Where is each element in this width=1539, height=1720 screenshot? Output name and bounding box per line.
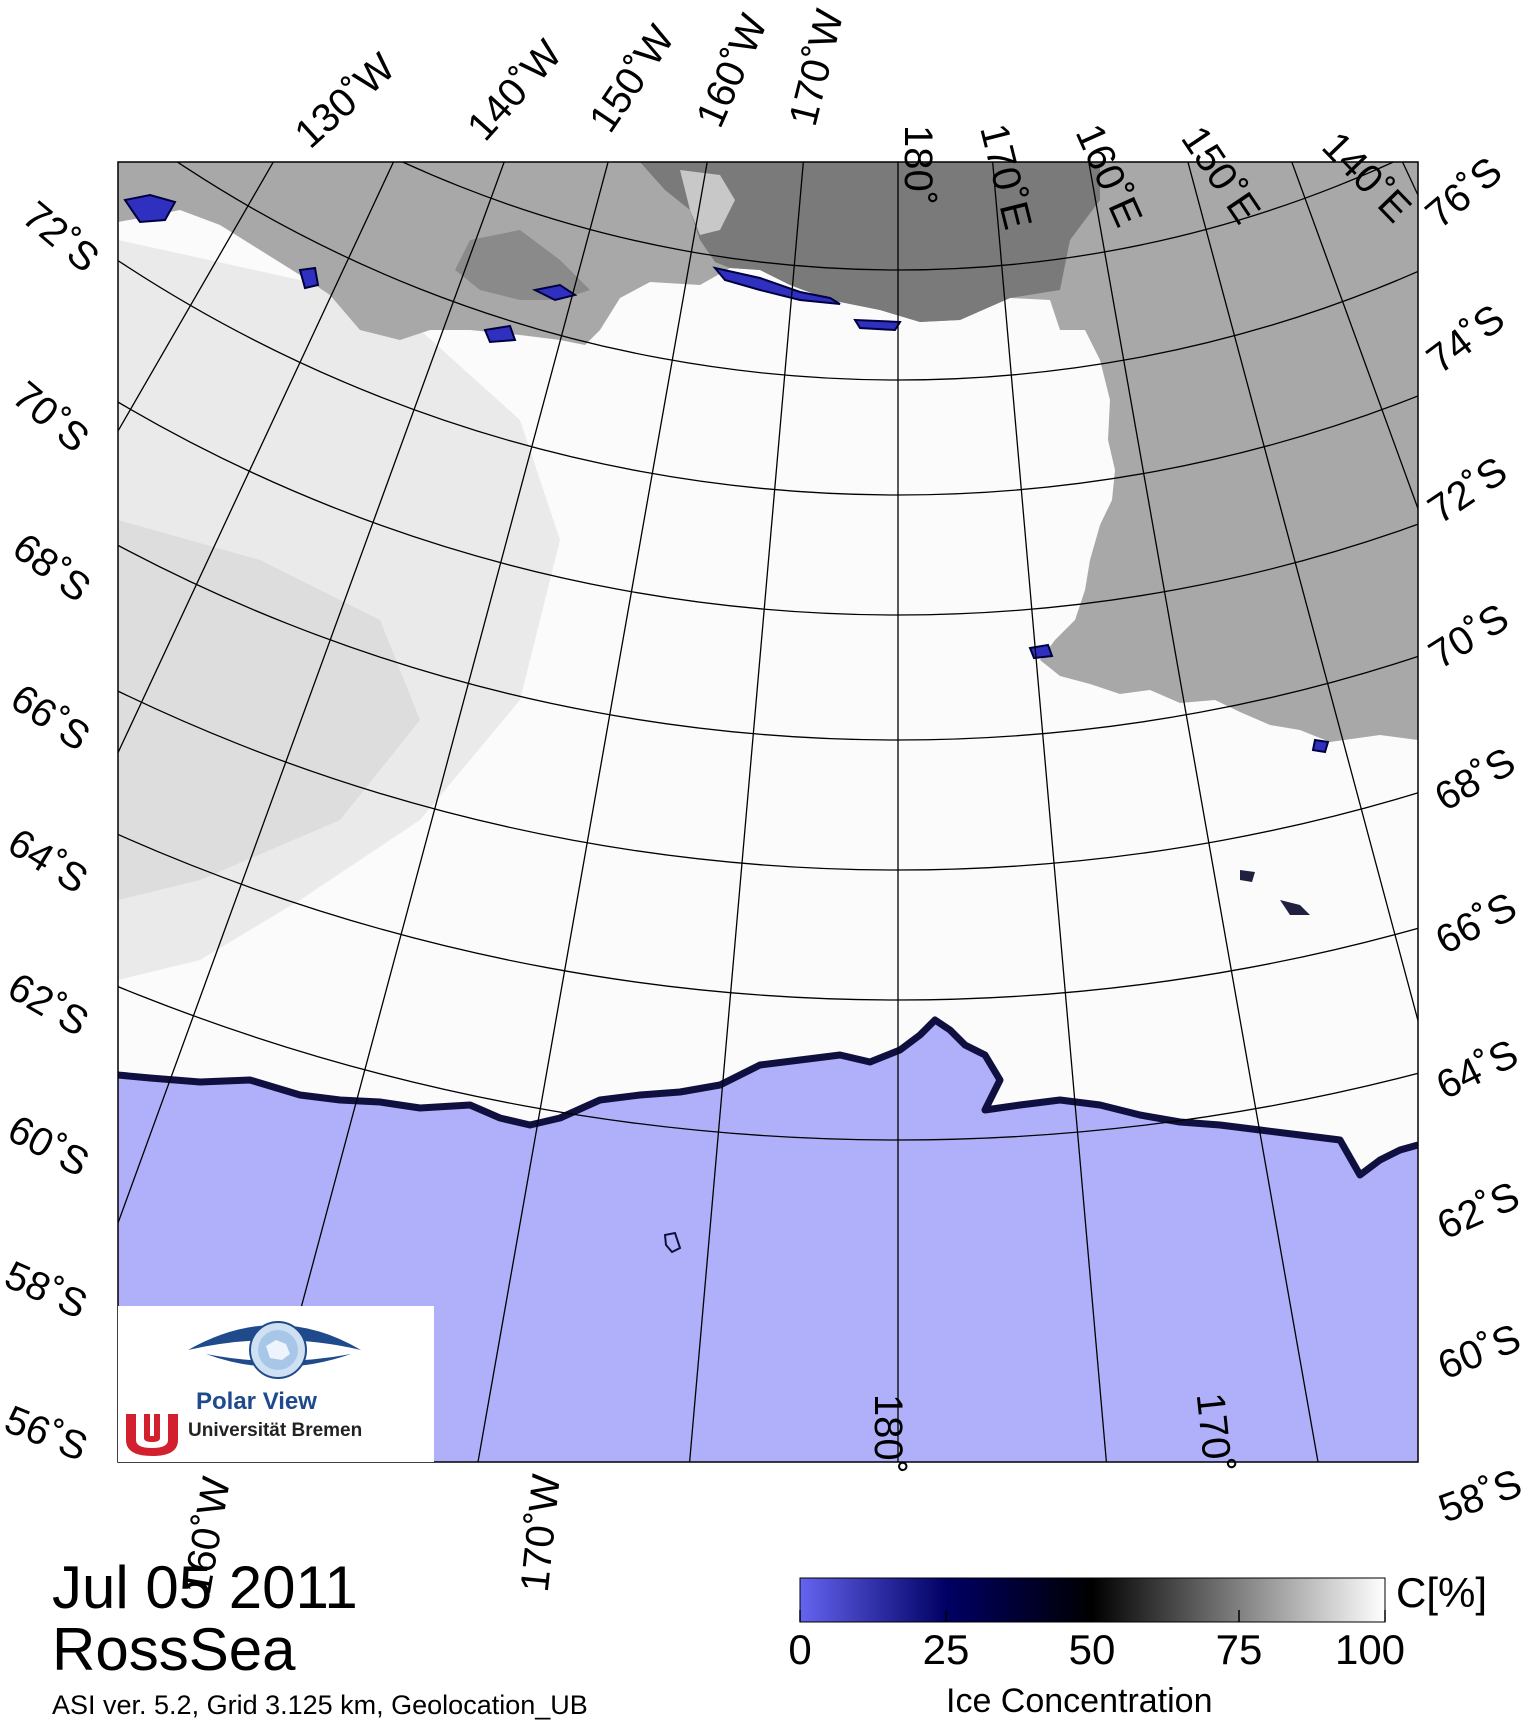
graticule-label: 130˚W [287,45,404,157]
graticule-label: 68˚S [5,525,99,611]
meridian-line [1088,162,1319,1462]
meridian-line [1291,162,1418,511]
graticule-label: 64˚S [0,820,95,902]
graticule-label: 74˚S [1419,296,1513,382]
graticule-label: 60˚S [1,1107,96,1186]
colorbar-tick-label: 75 [1215,1626,1263,1673]
graticule-label: 70˚S [1421,596,1516,678]
coastal-polynya [1028,643,1054,660]
graticule-label: 58˚S [0,1253,93,1328]
logo-subtitle: Universität Bremen [188,1420,363,1441]
graticule-label: 72˚S [1420,449,1515,533]
graticule [118,162,1418,1462]
graticule-label: 170˚W [513,1472,569,1594]
antarctica-land [118,162,1418,742]
colorbar-tick-label: 50 [1068,1626,1116,1673]
right-latitude-labels: 76˚S 74˚S 72˚S 70˚S 68˚S 66˚S 64˚S 62˚S 60˚S 58˚S [1418,149,1528,1532]
graticule-label: 170˚W [781,5,852,130]
graticule-label: 70˚S [4,373,97,461]
meridian-line [118,162,505,1225]
small-ice-floe [663,1231,682,1254]
graticule-label: 72˚S [14,193,107,281]
graticule-label: 180˚ [896,125,940,205]
graticule-label: 66˚S [1429,884,1524,963]
region-name: RossSea [52,1616,296,1683]
graticule-label: 150˚W [581,18,683,140]
graticule-label: 62˚S [1,965,96,1045]
coastal-polynya [1311,738,1330,754]
graticule-label: 60˚S [1432,1316,1527,1388]
colorbar-title: Ice Concentration [946,1682,1213,1720]
coastal-polynya [712,266,841,305]
graticule-label: 140˚W [459,32,571,149]
meridian-line [259,162,609,1462]
meridian-line [688,162,804,1462]
colorbar-tick-label: 25 [922,1626,970,1673]
ross-ice-shelf [640,162,1100,322]
colorbar-tick-label: 100 [1334,1626,1406,1673]
coastal-polynya [298,266,320,290]
map-date: Jul 05 2011 [52,1554,358,1621]
ice-shelf-west [455,230,590,300]
university-bremen-emblem [126,1414,178,1456]
graticule-label: 180˚ [866,1394,910,1474]
colorbar-tick-label: 0 [788,1626,812,1673]
colorbar-tick-marks [799,1610,1386,1622]
coastal-polynya [853,318,902,332]
meridian-line [118,162,395,755]
map-frame [117,161,1419,1463]
graticule-label: 64˚S [1430,1031,1525,1108]
coastal-polynya [531,283,578,302]
ice-lead [1240,870,1255,882]
coastal-polynya [123,193,177,224]
coastal-polynya [483,324,517,344]
graticule-label: 170˚ [1188,1391,1240,1475]
meridian-line [477,162,708,1462]
low-concentration-ice-patch [118,520,420,900]
graticule-label: 66˚S [3,676,98,760]
meridian-line [992,162,1108,1462]
eye-globe-logo [188,1321,361,1379]
meridian-line [1187,162,1418,1024]
colorbar-unit: C[%] [1396,1569,1488,1616]
graticule-label: 76˚S [1418,149,1511,237]
left-latitude-labels: 72˚S 70˚S 68˚S 66˚S 64˚S 62˚S 60˚S 58˚S 56˚S [0,193,107,1470]
logo-title: Polar View [196,1388,317,1415]
ice-edge [118,1016,1418,1179]
graticule-label: 62˚S [1431,1174,1526,1249]
product-info: ASI ver. 5.2, Grid 3.125 km, Geolocation… [52,1690,588,1720]
polar-view-logo: Polar View Universität Bremen [118,1306,434,1462]
graticule-label: 68˚S [1428,739,1523,819]
graticule-label: 160˚W [688,8,776,134]
ice-lead [1280,900,1310,915]
ice-shelf-highlight [680,170,735,235]
graticule-label: 56˚S [0,1398,93,1470]
graticule-label: 58˚S [1433,1461,1527,1531]
